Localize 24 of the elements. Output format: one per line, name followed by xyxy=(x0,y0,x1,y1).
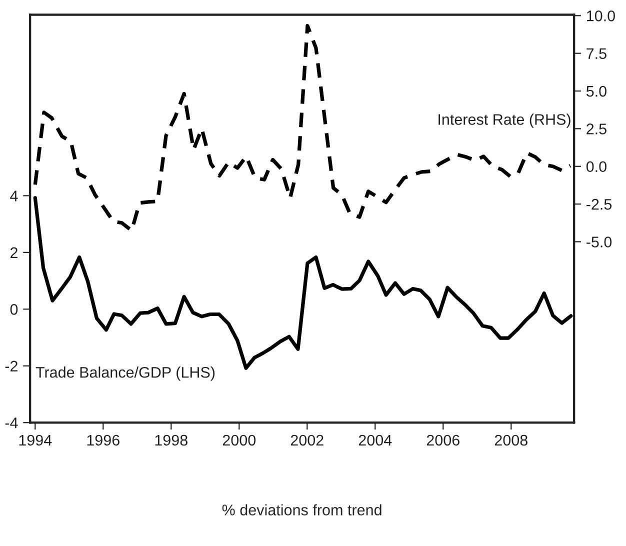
x-tick-label: 1996 xyxy=(87,434,120,446)
line-series xyxy=(33,24,572,232)
x-tick-label: 2000 xyxy=(222,434,256,446)
y-tick-label: 4 xyxy=(10,190,18,202)
y-tick-label: 0 xyxy=(10,304,18,315)
y2-tick-label: 2.5 xyxy=(586,124,606,134)
x-tick-label: 1998 xyxy=(155,434,188,446)
x-tick-label: 2004 xyxy=(358,434,392,446)
y2-tick-label: 10.0 xyxy=(587,10,615,22)
x-tick-label: 2006 xyxy=(426,434,460,446)
y2-tick-label: 7.5 xyxy=(586,48,606,60)
y2-tick-label: 5.0 xyxy=(586,86,606,97)
y2-tick-label: -2.5 xyxy=(586,198,612,210)
y2-tick-label: -5.0 xyxy=(586,236,612,248)
x-tick-label: 2002 xyxy=(290,434,324,446)
y2-tick-label: 0.0 xyxy=(586,161,606,172)
text: Interest Rate (RHS) xyxy=(438,114,570,128)
x-tick-label: 2008 xyxy=(494,434,528,446)
series-label: Trade Balance/GDP (LHS) xyxy=(36,366,215,381)
x-tick-label: 1994 xyxy=(19,434,52,446)
y-tick-label: -2 xyxy=(5,360,18,372)
x-axis-title: % deviations from trend xyxy=(222,504,382,516)
y-tick-label: -4 xyxy=(5,418,18,428)
y-tick-label: 2 xyxy=(10,247,18,258)
